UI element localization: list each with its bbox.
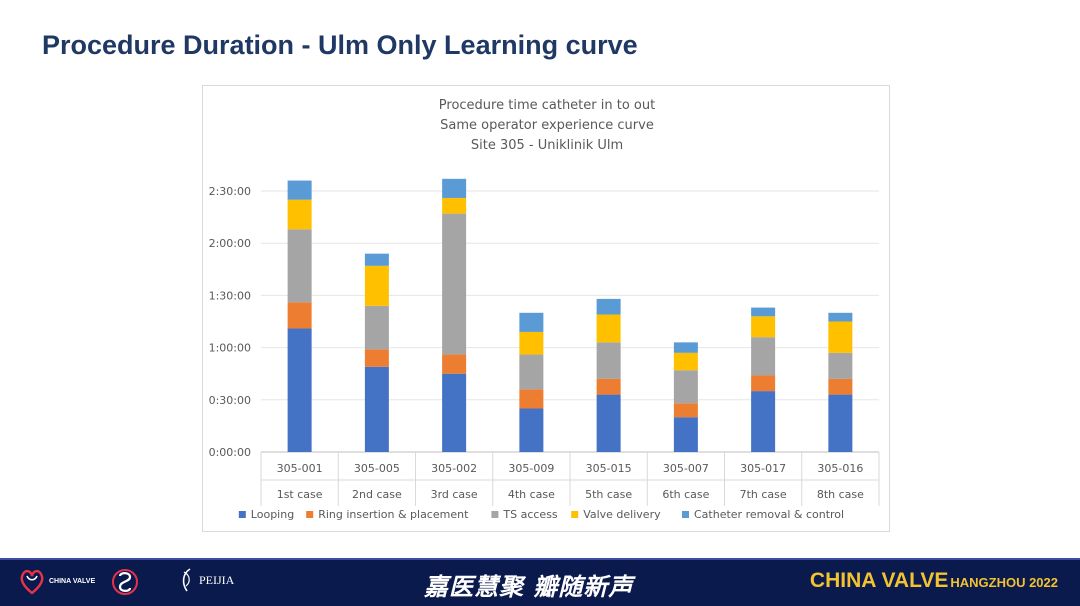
legend-swatch	[238, 511, 246, 518]
bar-segment	[673, 417, 698, 452]
legend-swatch	[306, 511, 314, 518]
chart-title-line: Same operator experience curve	[440, 118, 654, 133]
footer-brand: CHINA VALVE HANGZHOU 2022	[810, 569, 1058, 593]
x-tick-sublabel: 6th case	[662, 488, 709, 501]
bar-segment	[287, 229, 312, 303]
slide-title: Procedure Duration - Ulm Only Learning c…	[42, 30, 638, 60]
bar-segment	[596, 342, 621, 379]
x-tick-sublabel: 3rd case	[431, 488, 478, 501]
bar-segment	[364, 349, 389, 367]
bar-segment	[673, 342, 698, 353]
bar-segment	[751, 391, 776, 452]
x-tick-sublabel: 1st case	[277, 488, 323, 501]
bar-segment	[442, 354, 467, 374]
legend-swatch	[571, 511, 579, 518]
csi-logo	[108, 566, 142, 598]
footer-brand-main: CHINA VALVE	[809, 569, 949, 592]
y-tick-label: 0:30:00	[209, 394, 251, 407]
footer-divider	[0, 558, 1080, 560]
bar-segment	[519, 389, 544, 409]
bar-segment	[828, 394, 853, 452]
bar-segment	[828, 321, 853, 353]
bar-segment	[751, 307, 776, 317]
csi-emblem-icon	[112, 569, 138, 595]
x-tick-sublabel: 8th case	[817, 488, 864, 501]
x-tick-sublabel: 5th case	[585, 488, 632, 501]
y-tick-label: 2:00:00	[209, 237, 251, 250]
bar-segment	[287, 328, 312, 452]
bar-segment	[596, 298, 621, 315]
bar-segment	[442, 213, 467, 355]
y-tick-label: 0:00:00	[209, 446, 251, 459]
legend-label: TS access	[502, 508, 558, 521]
peijia-logo: PEIJIA	[178, 566, 234, 594]
bar-segment	[442, 373, 467, 452]
footer-brand-sub: HANGZHOU 2022	[950, 575, 1058, 590]
legend-label: Looping	[251, 508, 294, 521]
bar-segment	[287, 302, 312, 329]
x-tick-label: 305-016	[817, 462, 863, 475]
legend-swatch	[682, 511, 689, 518]
bar-segment	[751, 375, 776, 392]
bar-segment	[673, 370, 698, 404]
bar-segment	[364, 265, 389, 306]
x-tick-label: 305-001	[277, 462, 323, 475]
bar-segment	[519, 312, 544, 332]
bar-segment	[519, 354, 544, 390]
heart-valve-icon	[20, 569, 44, 595]
x-tick-sublabel: 7th case	[740, 488, 787, 501]
y-tick-label: 1:30:00	[209, 289, 251, 302]
bar-segment	[364, 253, 389, 266]
bar-segment	[287, 180, 312, 200]
y-tick-label: 2:30:00	[209, 185, 251, 198]
legend-swatch	[491, 511, 499, 518]
bar-segment	[596, 314, 621, 343]
bar-segment	[751, 316, 776, 338]
bar-segment	[828, 352, 853, 379]
x-tick-label: 305-017	[740, 462, 786, 475]
footer-banner: CHINA VALVE PEIJIA 嘉医慧聚 瓣随新声 CHINA VALVE…	[0, 558, 1080, 606]
china-valve-logo-text: CHINA VALVE	[49, 577, 96, 585]
bar-segment	[364, 366, 389, 452]
x-tick-label: 305-009	[508, 462, 554, 475]
x-tick-label: 305-007	[663, 462, 709, 475]
peijia-logo-text: PEIJIA	[199, 572, 235, 587]
x-tick-label: 305-015	[586, 462, 632, 475]
bar-segment	[673, 352, 698, 371]
bar-segment	[287, 199, 312, 230]
peijia-swirl-icon	[182, 568, 191, 592]
footer-slogan: 嘉医慧聚 瓣随新声	[424, 572, 634, 601]
bar-segment	[519, 408, 544, 452]
stacked-bar-chart: Procedure time catheter in to out Same op…	[209, 98, 880, 521]
x-tick-label: 305-005	[354, 462, 400, 475]
bar-segment	[596, 394, 621, 452]
legend-label: Catheter removal & control	[694, 508, 844, 521]
bar-segment	[519, 331, 544, 355]
bar-segment	[364, 305, 389, 350]
bar-segment	[673, 403, 698, 418]
legend-label: Ring insertion & placement	[318, 508, 469, 521]
bar-segment	[442, 197, 467, 214]
y-tick-label: 1:00:00	[209, 342, 251, 355]
bar-segment	[442, 178, 467, 198]
china-valve-logo: CHINA VALVE	[18, 566, 95, 596]
bar-segment	[596, 378, 621, 395]
x-tick-sublabel: 4th case	[508, 488, 555, 501]
bar-segment	[751, 337, 776, 376]
chart-frame: Procedure time catheter in to out Same op…	[202, 85, 890, 532]
chart-title-line: Procedure time catheter in to out	[439, 98, 655, 113]
x-tick-sublabel: 2nd case	[352, 488, 402, 501]
bar-segment	[828, 378, 853, 395]
bar-segment	[828, 312, 853, 322]
legend-label: Valve delivery	[583, 508, 661, 521]
x-tick-label: 305-002	[431, 462, 477, 475]
chart-title-line: Site 305 - Uniklinik Ulm	[471, 138, 623, 153]
